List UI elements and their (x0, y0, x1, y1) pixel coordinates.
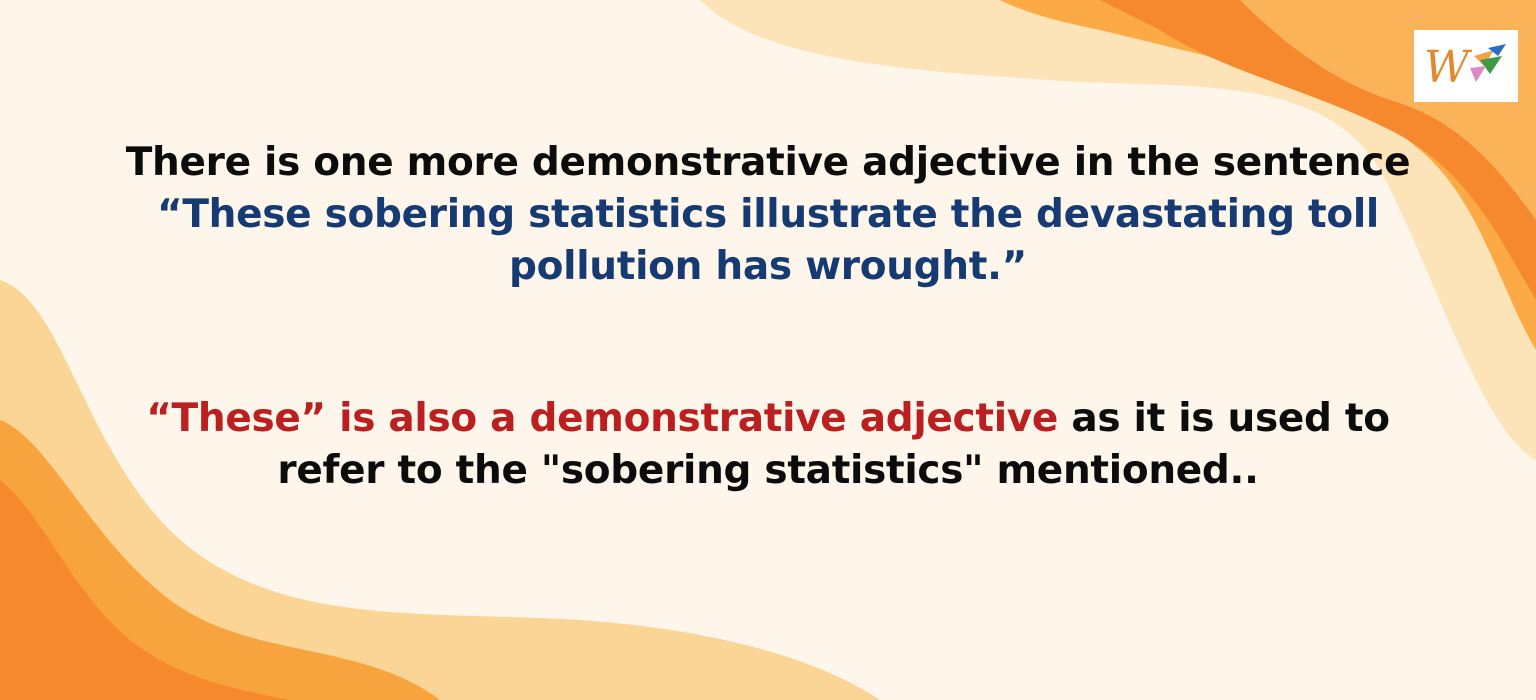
bottom-left-wave-light (0, 280, 880, 700)
intro-line: There is one more demonstrative adjectiv… (125, 140, 1411, 185)
example-sentence-block: There is one more demonstrative adjectiv… (0, 137, 1536, 293)
explanation-highlight: “These” is also a demonstrative adjectiv… (146, 396, 1059, 441)
explanation-line-1: “These” is also a demonstrative adjectiv… (0, 393, 1536, 445)
top-right-wave-light (700, 0, 1536, 460)
explanation-block: “These” is also a demonstrative adjectiv… (0, 393, 1536, 497)
quote-line-2: pollution has wrought.” (509, 244, 1027, 289)
logo-letter: W (1424, 42, 1473, 93)
logo-mark: W (1424, 42, 1506, 93)
brand-logo: W (1414, 30, 1518, 102)
explanation-rest: as it is used to (1058, 396, 1390, 441)
bottom-left-wave-dark (0, 480, 290, 700)
explanation-line-2: refer to the "sobering statistics" menti… (277, 448, 1259, 493)
quote-line-1: “These sobering statistics illustrate th… (157, 192, 1379, 237)
